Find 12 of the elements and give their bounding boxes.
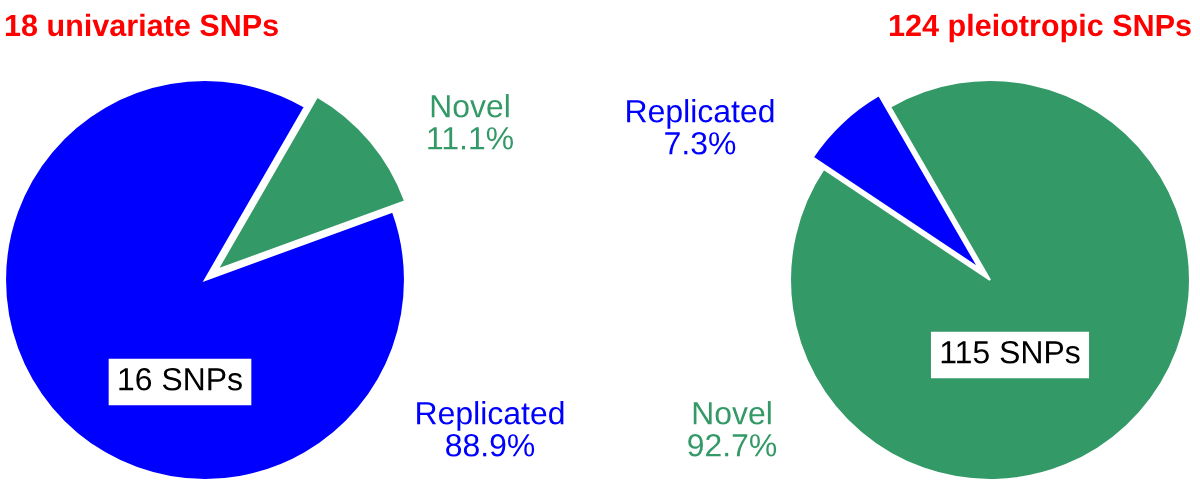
slice-label: Replicated bbox=[417, 401, 564, 431]
slice-label: Replicated bbox=[627, 99, 774, 129]
text: 115 SNPs bbox=[941, 340, 1080, 364]
data-label: 7.3% bbox=[665, 132, 736, 155]
slice-label: Novel bbox=[431, 94, 509, 118]
data-label: 11.1% bbox=[428, 127, 513, 150]
data-label: 88.9% bbox=[446, 434, 535, 457]
chart-title: 18 univariate SNPs bbox=[5, 13, 278, 37]
text: 16 SNPs bbox=[119, 367, 242, 391]
data-label: 92.7% bbox=[688, 434, 777, 457]
chart-title: 124 pleiotropic SNPs bbox=[889, 13, 1191, 43]
slice-label: Novel bbox=[693, 401, 771, 425]
